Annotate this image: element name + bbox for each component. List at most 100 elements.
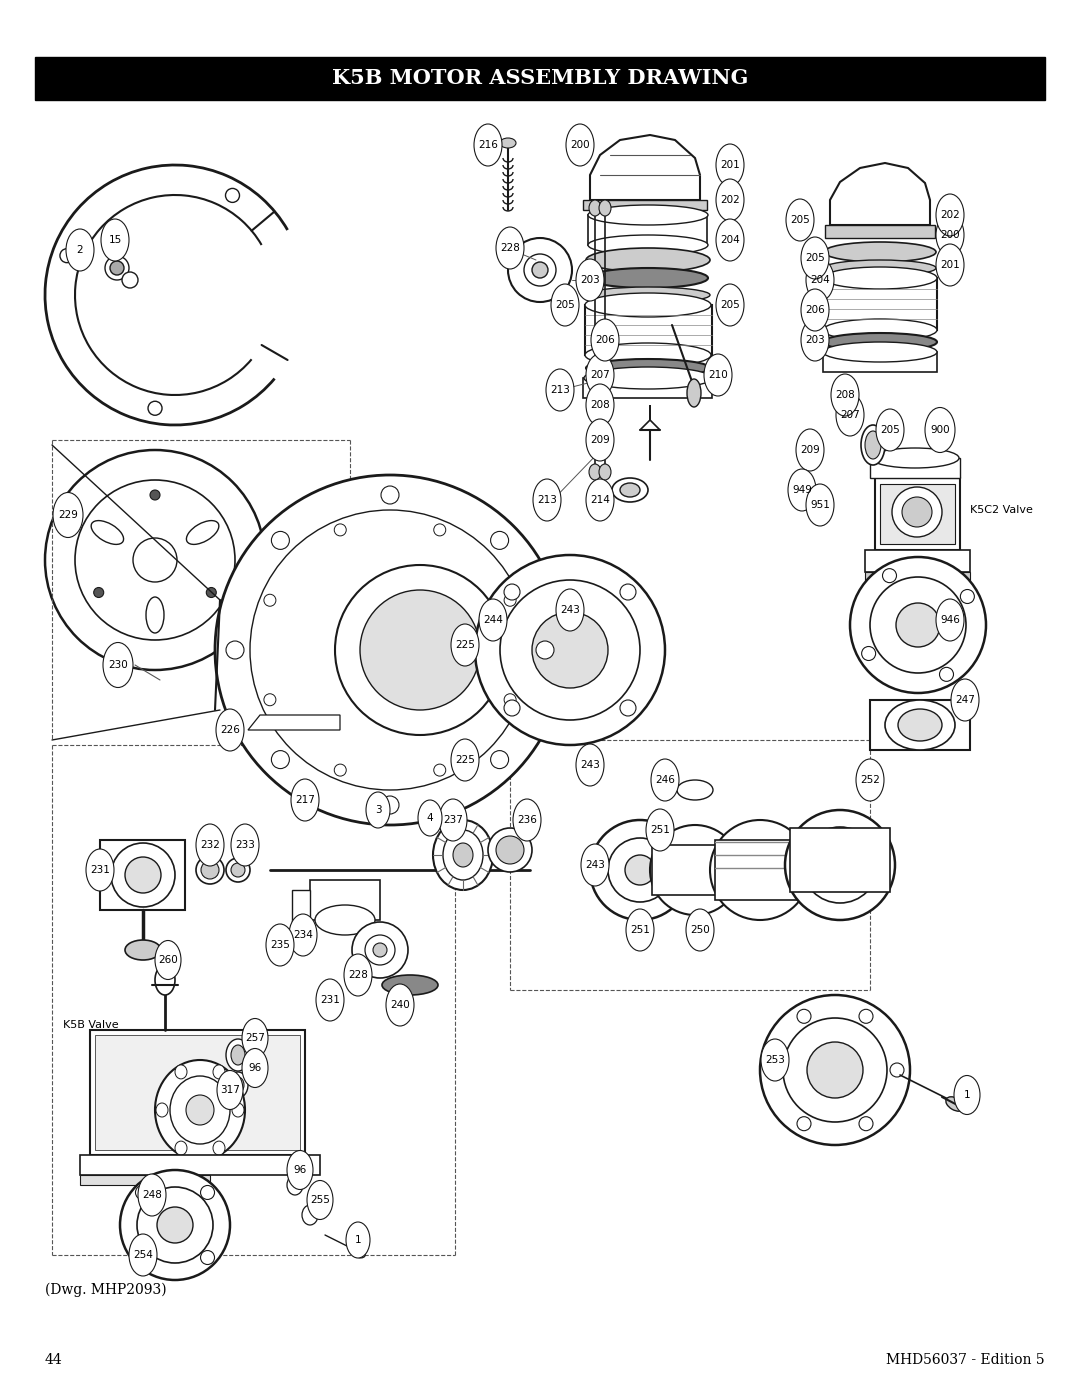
Polygon shape: [583, 379, 712, 398]
Ellipse shape: [591, 319, 619, 360]
Ellipse shape: [588, 235, 708, 256]
Ellipse shape: [434, 524, 446, 536]
Ellipse shape: [352, 922, 408, 978]
Ellipse shape: [474, 124, 502, 166]
Ellipse shape: [216, 710, 244, 752]
Polygon shape: [875, 478, 960, 550]
Ellipse shape: [924, 408, 955, 453]
Text: 202: 202: [720, 196, 740, 205]
Ellipse shape: [156, 1060, 245, 1160]
Text: 204: 204: [810, 275, 829, 285]
Text: 248: 248: [143, 1190, 162, 1200]
Ellipse shape: [788, 469, 816, 511]
Ellipse shape: [75, 481, 235, 640]
Polygon shape: [880, 483, 955, 543]
Text: 206: 206: [805, 305, 825, 314]
Ellipse shape: [862, 647, 876, 661]
Ellipse shape: [850, 557, 986, 693]
Ellipse shape: [599, 464, 611, 481]
Ellipse shape: [556, 590, 584, 631]
Ellipse shape: [156, 965, 175, 995]
Ellipse shape: [859, 1009, 873, 1024]
Ellipse shape: [824, 242, 936, 263]
Ellipse shape: [588, 268, 708, 288]
Ellipse shape: [228, 1071, 248, 1098]
Ellipse shape: [490, 531, 509, 549]
Ellipse shape: [870, 448, 959, 468]
Ellipse shape: [307, 1180, 333, 1220]
Polygon shape: [823, 352, 937, 372]
Ellipse shape: [175, 1141, 187, 1155]
Ellipse shape: [201, 1186, 215, 1200]
Ellipse shape: [620, 700, 636, 717]
Polygon shape: [865, 550, 970, 571]
Ellipse shape: [532, 612, 608, 687]
Ellipse shape: [586, 249, 710, 272]
Ellipse shape: [226, 858, 249, 882]
Text: 217: 217: [295, 795, 315, 805]
Ellipse shape: [946, 1097, 964, 1111]
Ellipse shape: [86, 849, 114, 891]
Ellipse shape: [876, 409, 904, 451]
Ellipse shape: [195, 824, 224, 866]
Text: 951: 951: [810, 500, 829, 510]
Ellipse shape: [287, 1175, 303, 1194]
Ellipse shape: [170, 1076, 230, 1144]
Text: 228: 228: [348, 970, 368, 981]
Ellipse shape: [480, 599, 507, 641]
Ellipse shape: [195, 856, 224, 884]
Ellipse shape: [534, 479, 561, 521]
Ellipse shape: [836, 394, 864, 436]
Ellipse shape: [824, 260, 936, 277]
Ellipse shape: [902, 497, 932, 527]
Text: 260: 260: [158, 956, 178, 965]
Ellipse shape: [589, 464, 600, 481]
Ellipse shape: [806, 258, 834, 300]
Ellipse shape: [801, 237, 829, 279]
Text: 205: 205: [555, 300, 575, 310]
Ellipse shape: [315, 905, 375, 935]
Ellipse shape: [94, 588, 104, 598]
Text: 207: 207: [840, 409, 860, 420]
Ellipse shape: [206, 588, 216, 598]
Text: 205: 205: [720, 300, 740, 310]
Ellipse shape: [936, 214, 964, 256]
Text: 225: 225: [455, 640, 475, 650]
Text: 203: 203: [580, 275, 599, 285]
Ellipse shape: [626, 909, 654, 951]
Ellipse shape: [625, 855, 654, 886]
Text: 202: 202: [940, 210, 960, 219]
Text: 243: 243: [580, 760, 599, 770]
Text: MHD56037 - Edition 5: MHD56037 - Edition 5: [887, 1354, 1045, 1368]
Text: 251: 251: [630, 925, 650, 935]
Text: 205: 205: [805, 253, 825, 263]
Ellipse shape: [608, 838, 672, 902]
Ellipse shape: [381, 796, 399, 814]
Text: 254: 254: [133, 1250, 153, 1260]
Ellipse shape: [785, 810, 895, 921]
Ellipse shape: [823, 332, 937, 351]
Ellipse shape: [936, 599, 964, 641]
Ellipse shape: [186, 1095, 214, 1125]
Text: 236: 236: [517, 814, 537, 826]
Text: 253: 253: [765, 1055, 785, 1065]
Ellipse shape: [213, 1141, 225, 1155]
Text: 234: 234: [293, 930, 313, 940]
Ellipse shape: [797, 1116, 811, 1130]
Ellipse shape: [137, 1187, 213, 1263]
Text: 15: 15: [108, 235, 122, 244]
Polygon shape: [248, 715, 340, 731]
Text: 251: 251: [650, 826, 670, 835]
Ellipse shape: [242, 1018, 268, 1058]
Ellipse shape: [381, 486, 399, 504]
Ellipse shape: [823, 319, 937, 341]
Ellipse shape: [125, 940, 161, 960]
Ellipse shape: [213, 1065, 225, 1078]
Ellipse shape: [59, 249, 73, 263]
Ellipse shape: [201, 1250, 215, 1264]
Text: 231: 231: [320, 995, 340, 1004]
Ellipse shape: [620, 483, 640, 497]
Ellipse shape: [451, 739, 480, 781]
Ellipse shape: [504, 594, 516, 606]
Ellipse shape: [524, 254, 556, 286]
